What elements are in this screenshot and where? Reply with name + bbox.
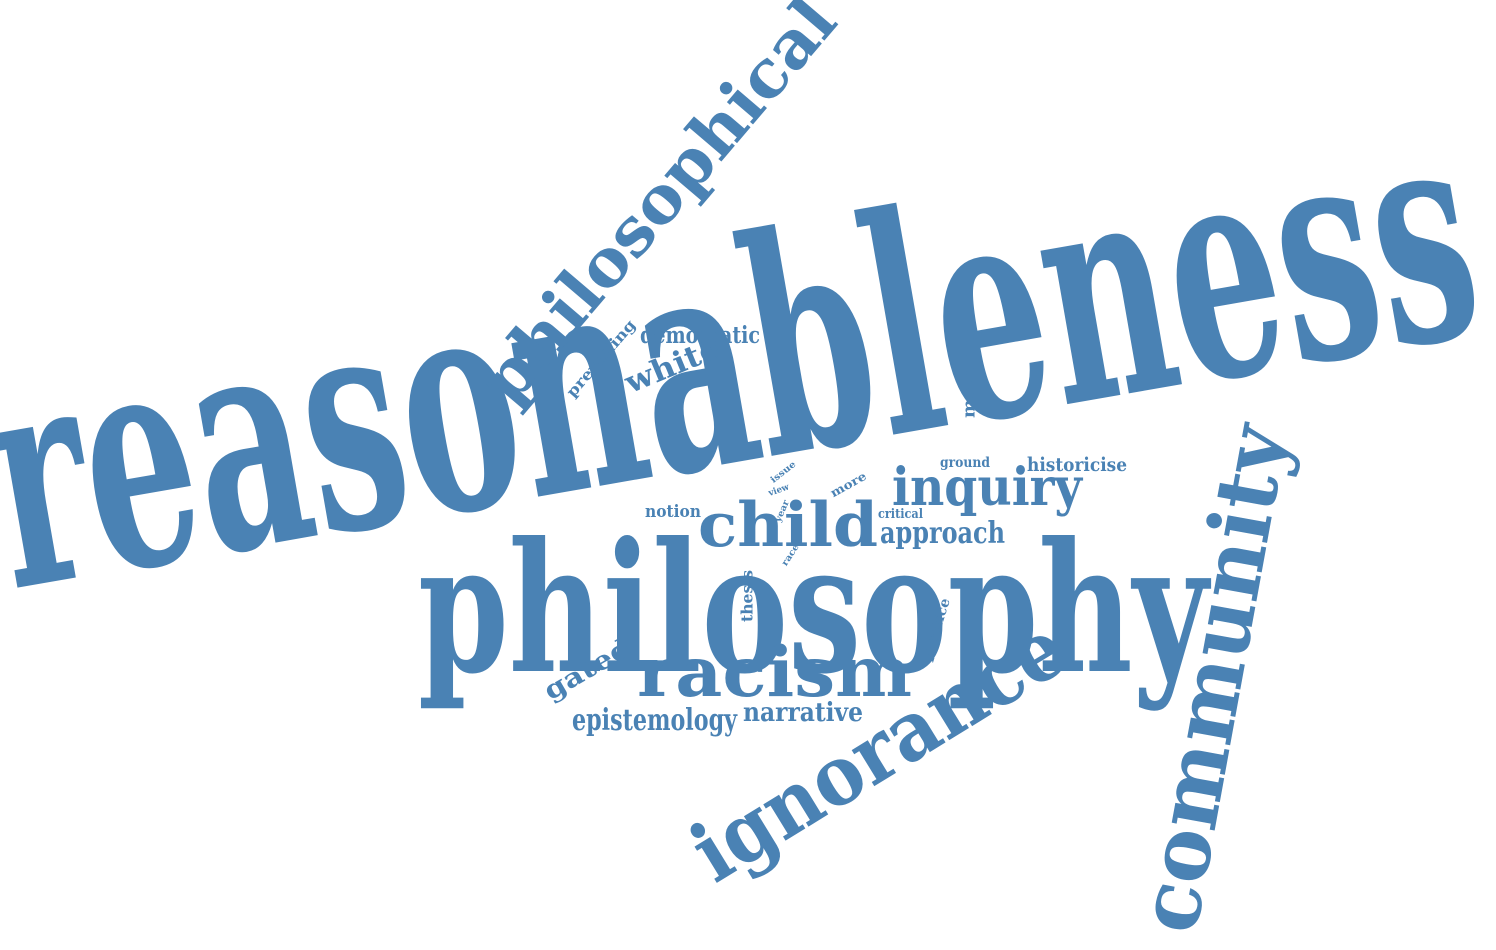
word-democratic: democratic	[640, 322, 761, 349]
word-critical: critical	[878, 506, 924, 521]
word-philosophy: philosophy	[418, 504, 1209, 714]
word-historicise: historicise	[1027, 454, 1128, 476]
word-epistemology: epistemology	[572, 702, 738, 737]
word-child: child	[698, 490, 879, 561]
word-narrative: narrative	[743, 697, 864, 728]
word-approach: approach	[880, 515, 1006, 550]
word-thesis: thesis	[737, 570, 757, 622]
word-inquiry: inquiry	[892, 457, 1083, 518]
word-notion: notion	[645, 501, 702, 521]
word-movement: movement	[959, 314, 980, 418]
word-ground: ground	[940, 455, 991, 471]
word-racism: racism	[637, 632, 913, 713]
